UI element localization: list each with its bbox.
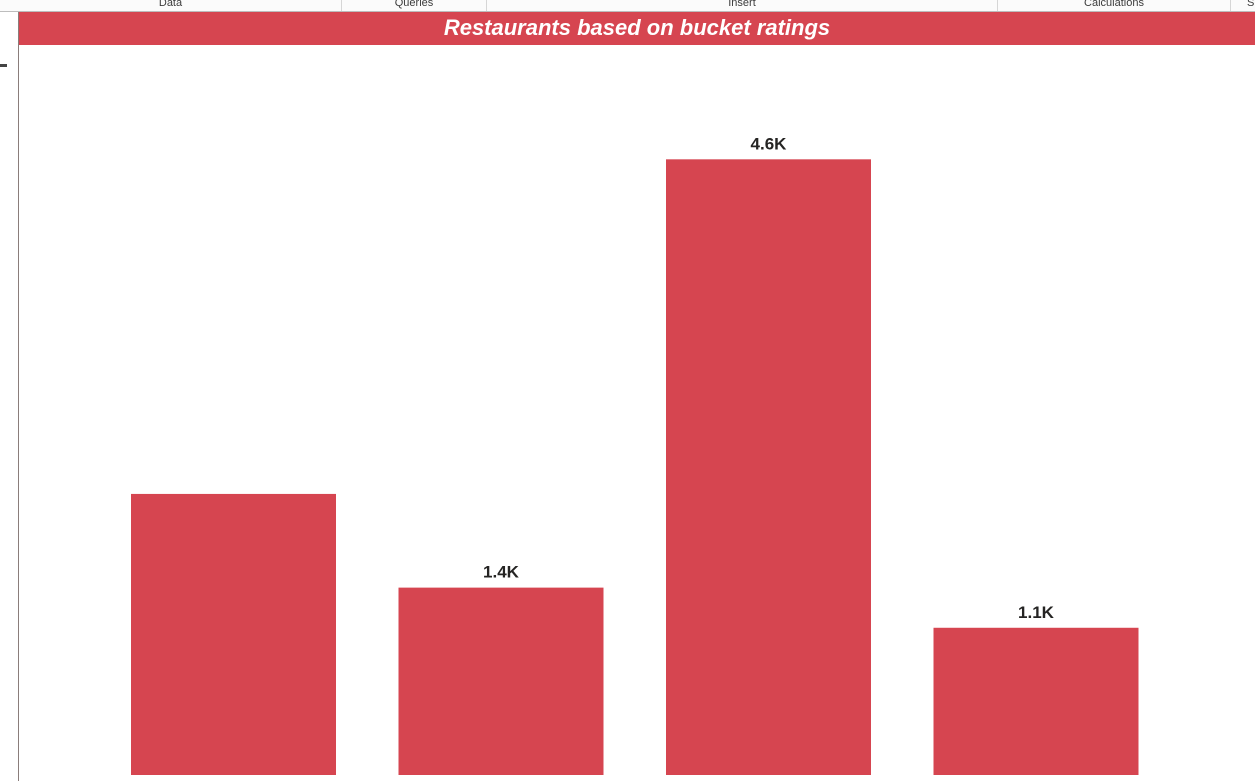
data-label-3: 4.6K [751,134,788,153]
collapse-pane-icon[interactable] [0,64,7,67]
ribbon-group-labels: Data Queries Insert Calculations S [0,0,1255,12]
data-label-2: 1.4K [483,563,520,582]
ribbon-group-calculations[interactable]: Calculations [998,0,1231,11]
bar-4[interactable] [933,627,1139,775]
bar-3[interactable] [666,159,871,775]
bar-chart-visual[interactable]: Restaurants based on bucket ratings 1.4K… [19,12,1255,781]
ribbon-group-data[interactable]: Data [0,0,342,11]
left-pane-edge [0,12,19,781]
ribbon-group-insert[interactable]: Insert [487,0,998,11]
ribbon-group-queries[interactable]: Queries [342,0,487,11]
ribbon-group-truncated[interactable]: S [1231,0,1255,11]
chart-title-bar: Restaurants based on bucket ratings [19,12,1255,45]
chart-plot-area: 1.4K 4.6K 1.1K [131,134,1139,775]
chart-title: Restaurants based on bucket ratings [443,15,831,40]
bar-2[interactable] [398,587,604,775]
data-label-4: 1.1K [1018,603,1055,622]
bar-1[interactable] [131,493,336,775]
